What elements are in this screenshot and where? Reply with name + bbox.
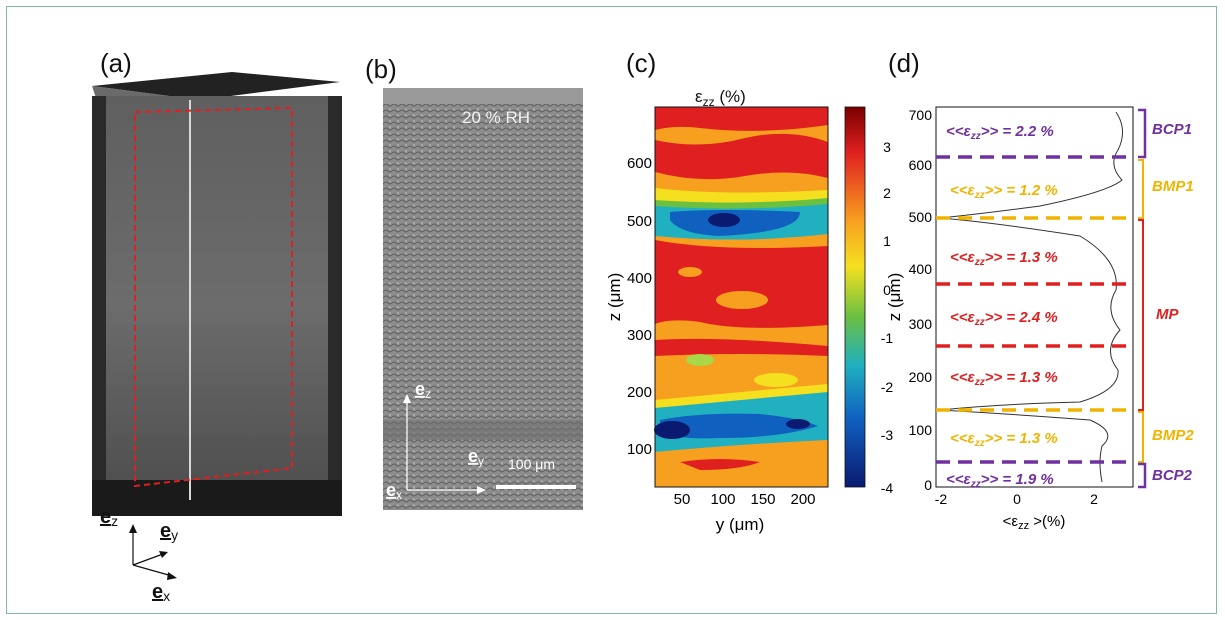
svg-text:-2: -2	[881, 379, 894, 395]
svg-text:0: 0	[1013, 491, 1021, 507]
panel-a-volume	[92, 72, 342, 516]
svg-text:ex: ex	[386, 480, 402, 502]
svg-text:2: 2	[1090, 491, 1098, 507]
svg-text:-2: -2	[935, 491, 948, 507]
svg-text:<<εzz>> = 1.9 %: <<εzz>> = 1.9 %	[946, 471, 1054, 490]
svg-text:50: 50	[674, 491, 691, 508]
svg-text:100: 100	[710, 491, 735, 508]
svg-text:<<εzz>> = 2.2 %: <<εzz>> = 2.2 %	[946, 123, 1054, 142]
svg-text:ey: ey	[468, 446, 484, 468]
annotation-mp-2: <<εzz>> = 2.4 %	[950, 309, 1058, 328]
svg-text:300: 300	[909, 316, 933, 332]
rh-label: 20 % RH	[462, 108, 530, 127]
region-label-mp: MP	[1156, 306, 1179, 323]
bracket-bcp1	[1138, 108, 1147, 159]
bracket-bmp2	[1138, 411, 1144, 463]
svg-text:700: 700	[909, 107, 933, 123]
svg-text:300: 300	[627, 327, 652, 344]
region-label-bcp2: BCP2	[1152, 467, 1193, 484]
panel-c-label: (c)	[626, 48, 657, 78]
annotation-bmp1: <<εzz>> = 1.2 %	[950, 182, 1058, 201]
svg-text:ey: ey	[160, 520, 178, 543]
svg-text:200: 200	[790, 491, 815, 508]
svg-text:200: 200	[627, 384, 652, 401]
svg-text:0: 0	[883, 282, 891, 298]
region-label-bmp2: BMP2	[1152, 427, 1194, 444]
scale-bar	[496, 485, 576, 489]
svg-text:600: 600	[627, 155, 652, 172]
region-label-bcp1: BCP1	[1152, 121, 1192, 138]
panel-a-axes: ez ey ex	[100, 506, 178, 604]
svg-text:<<εzz>> = 1.3 %: <<εzz>> = 1.3 %	[950, 430, 1058, 449]
svg-text:600: 600	[909, 157, 933, 173]
annotation-bcp2: <<εzz>> = 1.9 %	[946, 471, 1054, 490]
annotation-mp-3: <<εzz>> = 1.3 %	[950, 369, 1058, 388]
svg-text:400: 400	[909, 261, 933, 277]
svg-text:ez: ez	[100, 506, 118, 529]
panel-b-label: (b)	[365, 54, 397, 84]
svg-text:-1: -1	[881, 330, 894, 346]
svg-text:200: 200	[909, 369, 933, 385]
svg-text:100: 100	[909, 422, 933, 438]
svg-text:<<εzz>> = 1.3 %: <<εzz>> = 1.3 %	[950, 369, 1058, 388]
panel-c-xlabel: y (μm)	[716, 515, 765, 534]
svg-text:-3: -3	[881, 427, 894, 443]
panel-c-axes: 600 500 400 300 200 100 50 100 150 200 y…	[605, 155, 816, 534]
bracket-bmp1	[1138, 159, 1144, 219]
svg-text:ex: ex	[152, 581, 170, 604]
bracket-bcp2	[1138, 462, 1147, 489]
panel-c-colorbar: 3 2 1 0 -1 -2 -3 -4	[844, 106, 894, 496]
annotation-bmp2: <<εzz>> = 1.3 %	[950, 430, 1058, 449]
panel-a-label: (a)	[100, 48, 132, 78]
panel-c-ylabel: z (μm)	[605, 273, 624, 322]
svg-text:3: 3	[883, 139, 891, 155]
panel-d-label: (d)	[888, 48, 920, 78]
svg-text:100: 100	[627, 441, 652, 458]
svg-text:εzz (%): εzz (%)	[695, 87, 746, 109]
svg-text:500: 500	[627, 213, 652, 230]
annotation-bcp1: <<εzz>> = 2.2 %	[946, 123, 1054, 142]
svg-text:150: 150	[750, 491, 775, 508]
panel-d-plot	[935, 106, 1134, 488]
svg-text:400: 400	[627, 270, 652, 287]
panel-d-axes: 700 600 500 400 300 200 100 0 -2 0 2 <εz…	[885, 107, 1098, 532]
panel-d-ylabel: z (μm)	[885, 273, 904, 322]
annotation-mp-1: <<εzz>> = 1.3 %	[950, 249, 1058, 268]
svg-text:<<εzz>> = 2.4 %: <<εzz>> = 2.4 %	[950, 309, 1058, 328]
panel-d-xlabel: <εzz >(%)	[1003, 513, 1066, 532]
svg-text:0: 0	[924, 477, 932, 493]
panel-c-contour	[654, 106, 829, 488]
region-label-bmp1: BMP1	[1152, 178, 1194, 195]
svg-text:2: 2	[883, 185, 891, 201]
svg-text:<<εzz>> = 1.2 %: <<εzz>> = 1.2 %	[950, 182, 1058, 201]
panel-b-image: 20 % RH ez ey ex 100 μm	[383, 88, 583, 510]
svg-text:<<εzz>> = 1.3 %: <<εzz>> = 1.3 %	[950, 249, 1058, 268]
bracket-mp	[1138, 219, 1144, 411]
svg-text:ez: ez	[415, 379, 431, 401]
svg-text:1: 1	[883, 233, 891, 249]
panel-c-title: εzz (%)	[695, 87, 746, 109]
scale-bar-label: 100 μm	[508, 456, 555, 472]
svg-text:500: 500	[909, 209, 933, 225]
region-labels: BCP1 BMP1 MP BMP2 BCP2	[1152, 121, 1194, 484]
svg-text:-4: -4	[881, 480, 894, 496]
figure-frame	[6, 6, 1217, 614]
